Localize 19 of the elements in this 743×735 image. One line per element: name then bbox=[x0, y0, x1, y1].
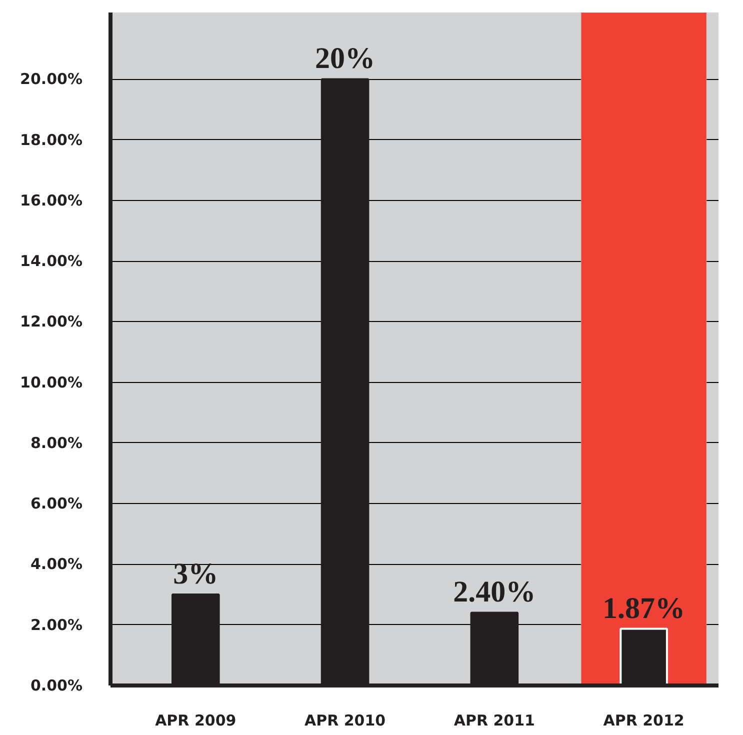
data-label: 3% bbox=[173, 558, 218, 591]
y-tick-label: 16.00% bbox=[20, 191, 83, 210]
x-tick-label: APR 2010 bbox=[304, 712, 386, 730]
data-label: 20% bbox=[315, 42, 376, 76]
y-tick-label: 8.00% bbox=[30, 434, 83, 452]
x-tick-label: APR 2009 bbox=[155, 712, 236, 730]
data-label: 1.87% bbox=[602, 592, 686, 625]
y-tick-label: 10.00% bbox=[20, 373, 83, 392]
y-tick-label: 0.00% bbox=[30, 676, 83, 694]
y-tick-label: 6.00% bbox=[30, 494, 83, 513]
y-tick-label: 2.00% bbox=[30, 616, 83, 634]
y-tick-label: 20.00% bbox=[20, 70, 83, 88]
y-tick-label: 14.00% bbox=[20, 252, 83, 270]
y-tick-label: 18.00% bbox=[20, 130, 83, 149]
x-tick-label: APR 2012 bbox=[603, 712, 684, 730]
y-tick-label: 12.00% bbox=[20, 312, 83, 331]
y-tick-label: 4.00% bbox=[30, 555, 83, 574]
data-label: 2.40% bbox=[453, 576, 536, 609]
x-tick-label: APR 2011 bbox=[454, 712, 535, 730]
